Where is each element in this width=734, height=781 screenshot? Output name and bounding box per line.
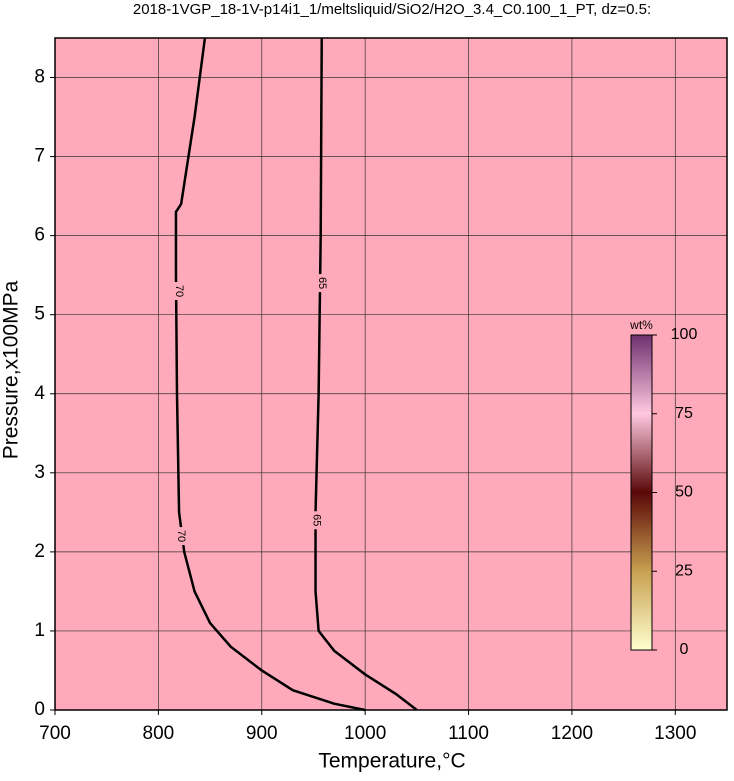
contour-line — [174, 37, 366, 712]
y-tick-label: 2 — [34, 541, 45, 562]
contour-label-bg — [173, 281, 186, 300]
x-axis-label: Temperature,°C — [318, 750, 465, 773]
y-tick-label: 3 — [34, 462, 45, 483]
colorbar-label: wt% — [629, 318, 653, 332]
chart-title: 2018-1VGP_18-1V-p14i1_1/meltsliquid/SiO2… — [133, 1, 651, 18]
y-tick-label: 5 — [34, 304, 45, 325]
y-tick-label: 8 — [34, 67, 45, 88]
y-tick-label: 6 — [34, 225, 45, 246]
plot-frame — [54, 37, 728, 711]
contour-label: 65 — [316, 277, 328, 289]
colorbar — [630, 334, 653, 651]
plot-background — [55, 38, 727, 710]
colorbar-tick-label: 0 — [680, 641, 689, 658]
colorbar-tick-label: 25 — [675, 562, 693, 579]
contour-label: 70 — [173, 285, 185, 297]
colorbar-tick-label: 75 — [675, 405, 693, 422]
y-axis-label: Pressure,x100MPa — [0, 280, 23, 459]
contour-label: 70 — [175, 530, 187, 542]
x-tick-label: 1300 — [654, 723, 696, 744]
contour-label: 65 — [311, 514, 323, 526]
colorbar-tick-label: 50 — [675, 484, 693, 501]
x-tick-label: 900 — [246, 723, 278, 744]
y-tick-label: 7 — [34, 146, 45, 167]
y-tick-label: 0 — [34, 699, 45, 720]
y-tick-label: 4 — [34, 383, 45, 404]
colorbar-tick-label: 100 — [671, 326, 698, 343]
contour-label-bg — [175, 527, 188, 546]
x-tick-label: 800 — [143, 723, 175, 744]
y-tick-label: 1 — [34, 620, 45, 641]
x-tick-label: 1100 — [448, 723, 489, 744]
x-tick-label: 1000 — [344, 723, 386, 744]
contour-label-bg — [310, 511, 323, 530]
contour-label-bg — [315, 274, 328, 293]
contour-line — [314, 37, 418, 711]
x-tick-label: 1200 — [551, 723, 593, 744]
x-tick-label: 700 — [39, 723, 71, 744]
